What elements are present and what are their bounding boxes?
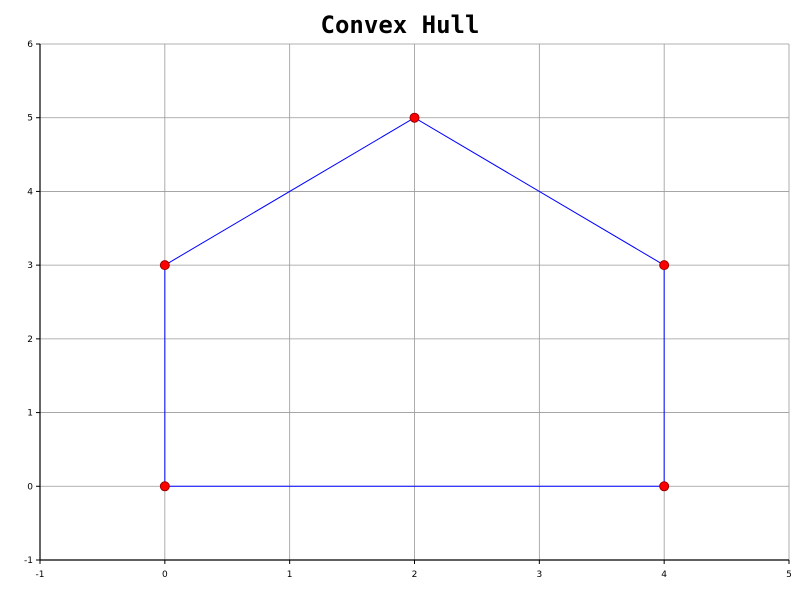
data-points-layer <box>159 112 670 492</box>
x-tick-label: 2 <box>412 570 418 580</box>
hull-polygon <box>164 117 665 487</box>
y-tick-label: 4 <box>27 187 33 197</box>
data-point <box>659 260 670 271</box>
y-tick-label: -1 <box>24 556 33 566</box>
hull-polygon-layer <box>164 117 665 487</box>
tick-labels: -1 0 1 2 3 4 5 -1 0 1 2 3 4 5 6 <box>24 40 792 580</box>
data-point <box>659 481 670 492</box>
x-tick-label: 1 <box>287 570 293 580</box>
x-tick-label: 0 <box>162 570 168 580</box>
data-point <box>159 260 170 271</box>
y-tick-label: 3 <box>27 261 33 271</box>
y-tick-label: 6 <box>27 40 33 50</box>
x-tick-label: 3 <box>536 570 542 580</box>
chart-title: Convex Hull <box>320 11 480 39</box>
y-tick-label: 2 <box>27 335 33 345</box>
x-tick-label: 5 <box>786 570 792 580</box>
y-tick-label: 1 <box>27 409 33 419</box>
x-tick-label: -1 <box>36 570 45 580</box>
y-tick-label: 5 <box>27 114 33 124</box>
data-point <box>409 112 420 123</box>
x-tick-label: 4 <box>661 570 667 580</box>
data-point <box>159 481 170 492</box>
y-tick-label: 0 <box>27 482 33 492</box>
